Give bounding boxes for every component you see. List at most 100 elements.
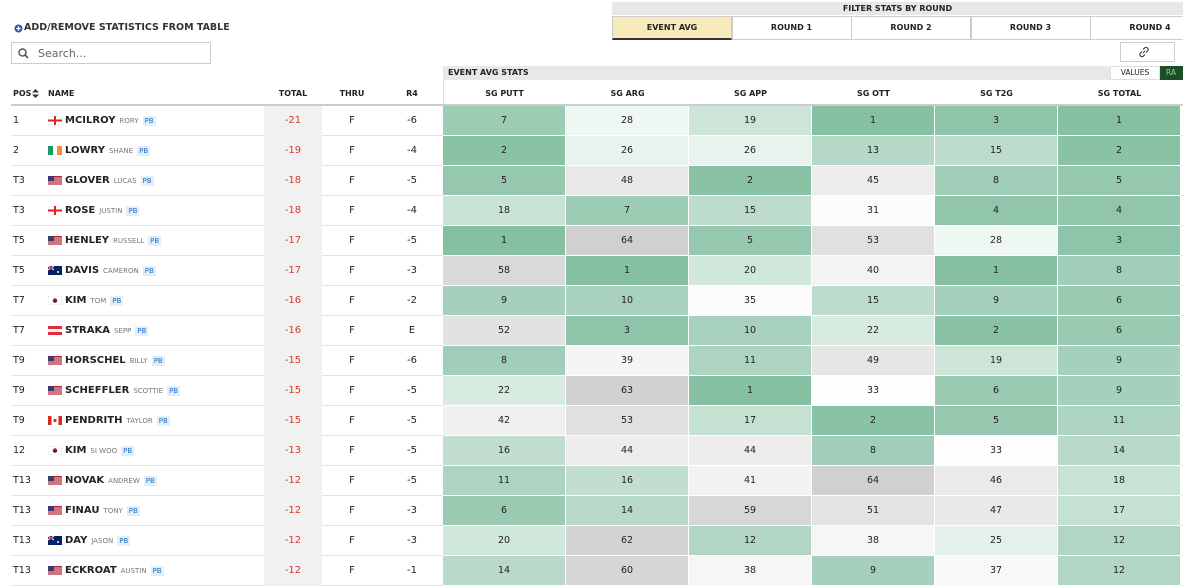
player-name[interactable]: DAVIS CAMERON PB: [65, 256, 156, 286]
thru: F: [349, 505, 355, 516]
stat-cell: 2: [443, 136, 566, 166]
total: -12: [284, 535, 302, 546]
first-name: CAMERON: [103, 267, 139, 275]
stat-cell: 11: [443, 466, 566, 496]
total-bg: [264, 106, 322, 136]
player-name[interactable]: FINAU TONY PB: [65, 496, 140, 526]
player-name[interactable]: DAY JASON PB: [65, 526, 131, 556]
player-name[interactable]: ROSE JUSTIN PB: [65, 196, 140, 226]
player-name[interactable]: STRAKA SEPP PB: [65, 316, 149, 346]
total-bg: [264, 406, 322, 436]
thru: F: [349, 295, 355, 306]
total: -19: [284, 145, 302, 156]
last-name: FINAU: [65, 505, 100, 516]
stat-cell: 22: [443, 376, 566, 406]
stat-cell: 2: [689, 166, 812, 196]
round-4: -6: [407, 115, 417, 126]
player-name[interactable]: MCILROY RORY PB: [65, 106, 156, 136]
column-header[interactable]: SG OTT: [856, 89, 890, 98]
stat-cell: 51: [812, 496, 935, 526]
column-header[interactable]: TOTAL: [278, 89, 308, 98]
round-tab[interactable]: ROUND 3: [970, 16, 1091, 40]
sort-icon[interactable]: [32, 89, 39, 98]
thru: F: [349, 265, 355, 276]
round-4: -3: [407, 265, 417, 276]
add-remove-link[interactable]: ADD/REMOVE STATISTICS FROM TABLE: [24, 22, 230, 33]
round-tab[interactable]: ROUND 2: [851, 16, 971, 40]
round-4: -5: [407, 235, 417, 246]
column-header[interactable]: SG PUTT: [485, 89, 524, 98]
last-name: HORSCHEL: [65, 355, 126, 366]
total: -18: [284, 205, 302, 216]
link-button[interactable]: [1120, 42, 1175, 62]
player-name[interactable]: PENDRITH TAYLOR PB: [65, 406, 170, 436]
column-header[interactable]: SG TOTAL: [1097, 89, 1142, 98]
column-header[interactable]: THRU: [339, 89, 365, 98]
total-bg: [264, 496, 322, 526]
column-header[interactable]: R4: [406, 89, 418, 98]
round-4: E: [408, 325, 416, 336]
player-name[interactable]: NOVAK ANDREW PB: [65, 466, 157, 496]
round-tab[interactable]: ROUND 4: [1090, 16, 1183, 40]
stat-cell: 1: [566, 256, 689, 286]
stat-cell: 16: [443, 436, 566, 466]
player-name[interactable]: KIM SI WOO PB: [65, 436, 135, 466]
player-name[interactable]: GLOVER LUCAS PB: [65, 166, 154, 196]
last-name: KIM: [65, 445, 87, 456]
stat-cell: 12: [1058, 526, 1181, 556]
round-tab[interactable]: EVENT AVG: [612, 16, 732, 40]
flag: [48, 476, 62, 485]
flag: [48, 356, 62, 365]
total: -15: [284, 385, 302, 396]
round-4: -4: [407, 145, 417, 156]
total: -21: [284, 115, 302, 126]
first-name: TAYLOR: [126, 417, 153, 425]
thru: F: [349, 535, 355, 546]
player-name[interactable]: ECKROAT AUSTIN PB: [65, 556, 164, 586]
flag: [48, 266, 62, 275]
total: -18: [284, 175, 302, 186]
flag: [48, 566, 62, 575]
toggle-ranks[interactable]: RA: [1160, 66, 1183, 80]
position: T5: [13, 265, 25, 276]
total-bg: [264, 226, 322, 256]
stat-cell: 9: [443, 286, 566, 316]
stat-cell: 46: [935, 466, 1058, 496]
stat-cell: 38: [689, 556, 812, 586]
toggle-values[interactable]: VALUES: [1110, 66, 1160, 80]
player-name[interactable]: HORSCHEL BILLY PB: [65, 346, 165, 376]
player-name[interactable]: SCHEFFLER SCOTTIE PB: [65, 376, 181, 406]
stat-cell: 9: [812, 556, 935, 586]
stat-cell: 59: [689, 496, 812, 526]
player-name[interactable]: KIM TOM PB: [65, 286, 124, 316]
column-header[interactable]: POS: [13, 89, 32, 98]
stat-cell: 33: [812, 376, 935, 406]
pb-badge: PB: [150, 566, 164, 576]
pb-badge: PB: [110, 296, 124, 306]
thru: F: [349, 445, 355, 456]
column-header[interactable]: NAME: [48, 89, 75, 98]
stat-cell: 9: [1058, 376, 1181, 406]
column-header[interactable]: SG ARG: [610, 89, 645, 98]
stat-cell: 8: [812, 436, 935, 466]
pb-badge: PB: [151, 356, 165, 366]
thru: F: [349, 235, 355, 246]
search-box[interactable]: [11, 42, 211, 64]
round-4: -3: [407, 535, 417, 546]
flag: [48, 176, 62, 185]
stat-cell: 10: [689, 316, 812, 346]
total-bg: [264, 526, 322, 556]
column-header[interactable]: SG T2G: [980, 89, 1013, 98]
stat-cell: 38: [812, 526, 935, 556]
stat-cell: 16: [566, 466, 689, 496]
player-name[interactable]: HENLEY RUSSELL PB: [65, 226, 162, 256]
player-name[interactable]: LOWRY SHANE PB: [65, 136, 151, 166]
last-name: KIM: [65, 295, 87, 306]
column-header[interactable]: SG APP: [733, 89, 768, 98]
stat-cell: 4: [935, 196, 1058, 226]
last-name: MCILROY: [65, 115, 116, 126]
flag: [48, 206, 62, 215]
total: -13: [284, 445, 302, 456]
flag: [48, 506, 62, 515]
round-tab[interactable]: ROUND 1: [731, 16, 852, 40]
